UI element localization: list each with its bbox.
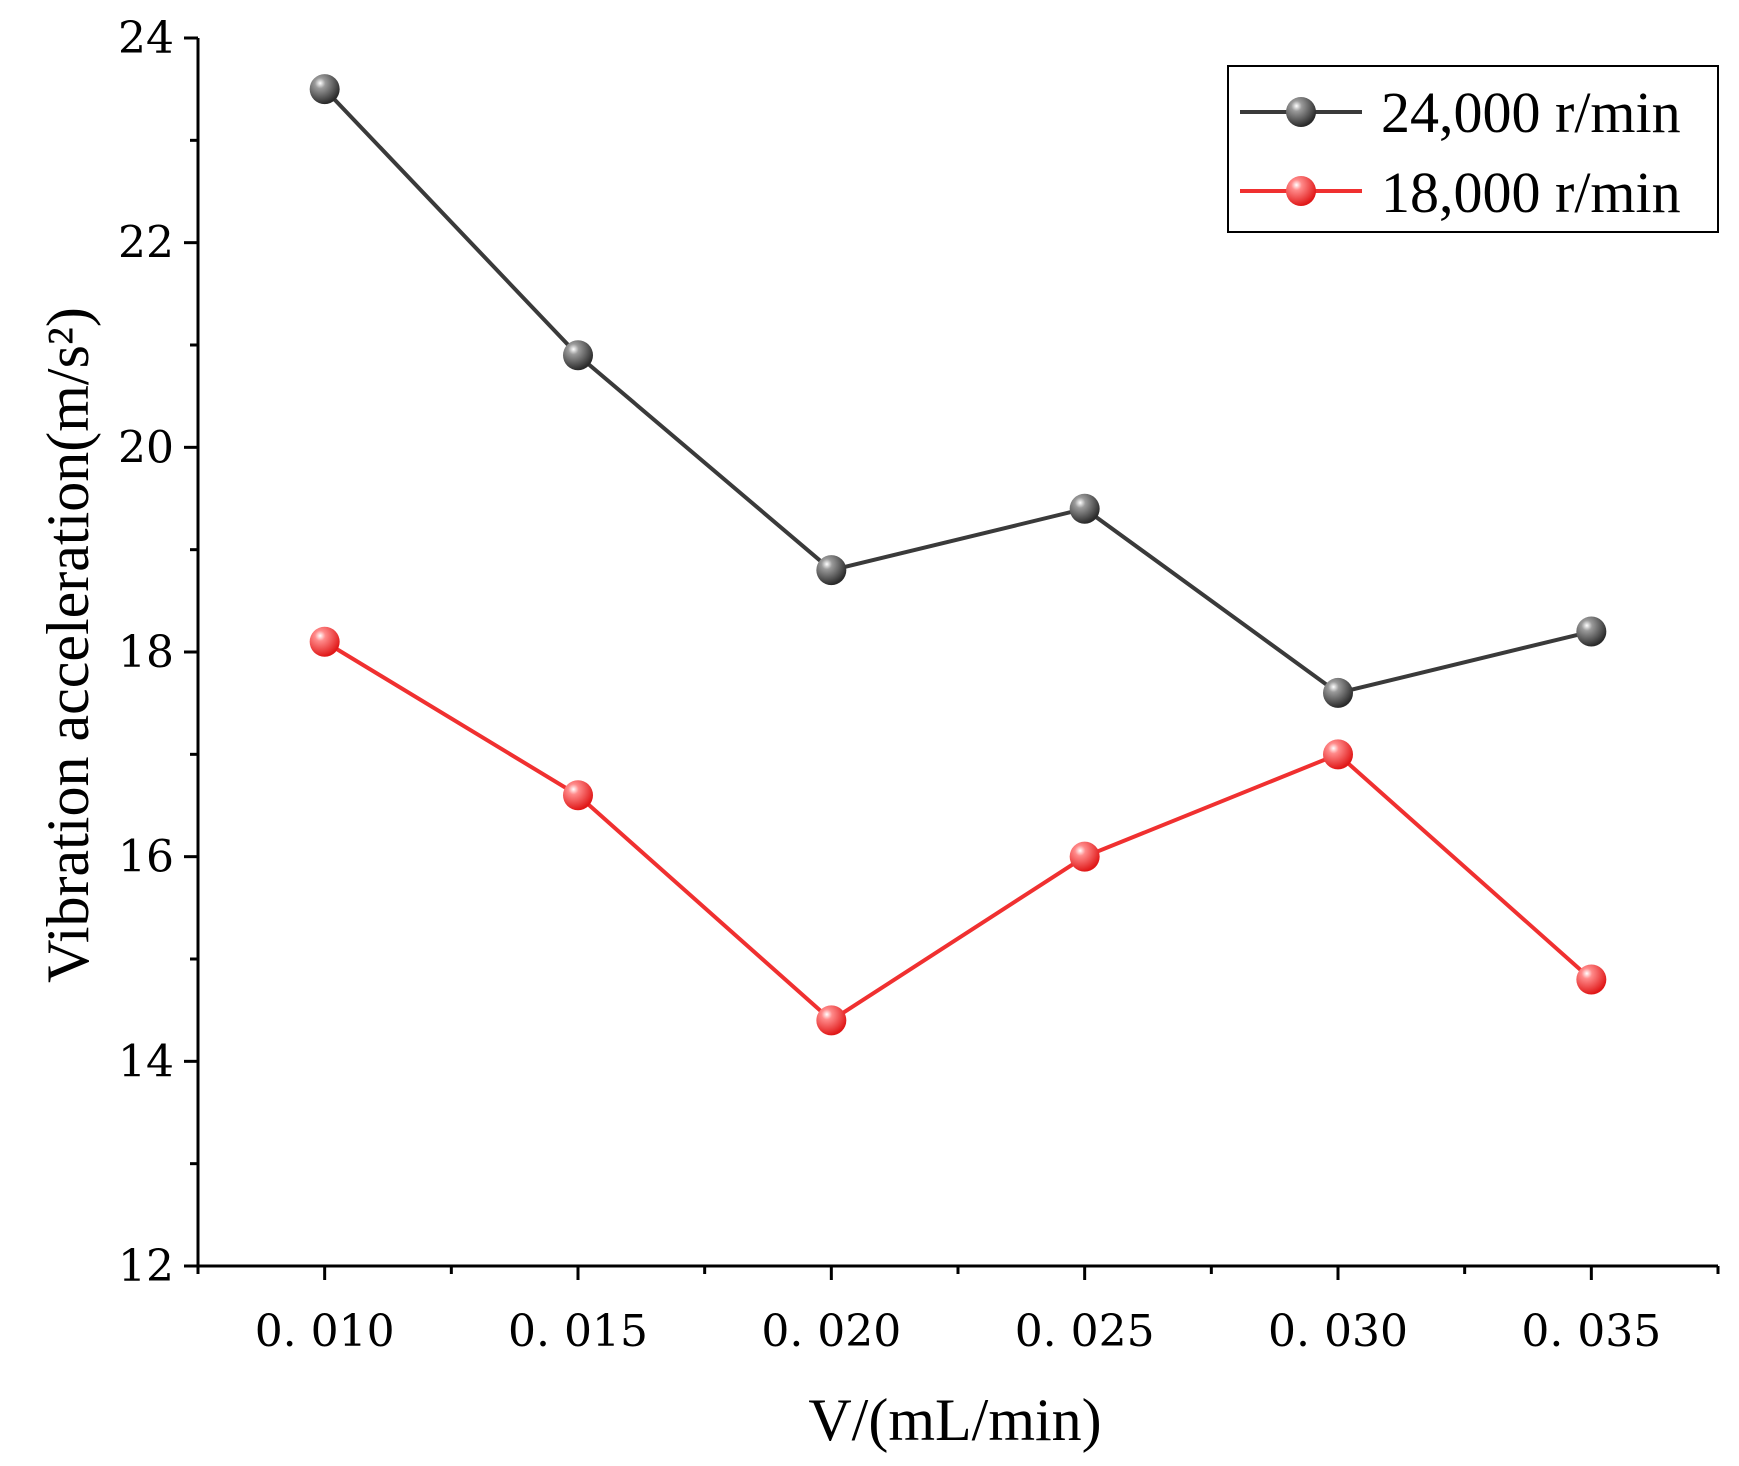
series-layer bbox=[309, 74, 1607, 1036]
series-18000rmin bbox=[309, 626, 1607, 1036]
data-point bbox=[816, 1005, 847, 1036]
data-point bbox=[563, 340, 593, 371]
legend-marker-24000 bbox=[1286, 97, 1316, 127]
data-point bbox=[1576, 616, 1607, 647]
legend-marker-18000 bbox=[1286, 176, 1316, 206]
y-tick-label: 16 bbox=[118, 832, 174, 883]
data-point bbox=[1576, 964, 1607, 995]
y-axis-ticks: 12 14 16 18 20 22 24 bbox=[118, 13, 198, 1292]
legend-box bbox=[1227, 65, 1719, 233]
y-tick-label: 20 bbox=[118, 422, 174, 473]
data-point bbox=[1323, 677, 1353, 708]
data-point bbox=[309, 626, 340, 657]
y-tick-label: 18 bbox=[118, 627, 174, 678]
series-24000rmin bbox=[309, 74, 1607, 708]
x-tick-label: 0. 035 bbox=[1521, 1306, 1661, 1357]
data-point bbox=[309, 74, 340, 105]
x-tick-label: 0. 015 bbox=[508, 1306, 648, 1357]
series-line bbox=[323, 640, 1593, 1023]
x-axis-ticks: 0. 010 0. 015 0. 020 0. 025 0. 030 0. 035 bbox=[196, 1266, 1720, 1357]
legend-label-24000: 24,000 r/min bbox=[1381, 80, 1681, 145]
data-point bbox=[563, 780, 593, 811]
x-tick-label: 0. 020 bbox=[761, 1306, 901, 1357]
data-point bbox=[1069, 841, 1100, 872]
y-tick-label: 24 bbox=[118, 13, 174, 64]
data-point bbox=[816, 555, 847, 586]
x-axis-title: V/(mL/min) bbox=[808, 1387, 1101, 1453]
legend-label-18000: 18,000 r/min bbox=[1381, 160, 1681, 225]
y-tick-label: 12 bbox=[118, 1241, 174, 1292]
legend: 24,000 r/min 18,000 r/min bbox=[1227, 65, 1719, 233]
x-tick-label: 0. 025 bbox=[1015, 1306, 1155, 1357]
y-tick-label: 14 bbox=[118, 1036, 174, 1087]
x-tick-label: 0. 030 bbox=[1268, 1306, 1408, 1357]
data-point bbox=[1069, 493, 1100, 524]
data-point bbox=[1323, 739, 1353, 770]
x-tick-label: 0. 010 bbox=[255, 1306, 395, 1357]
y-axis-title: Vibration acceleration(m/s²) bbox=[35, 307, 101, 983]
series-line bbox=[323, 87, 1592, 696]
y-tick-label: 22 bbox=[118, 218, 174, 269]
